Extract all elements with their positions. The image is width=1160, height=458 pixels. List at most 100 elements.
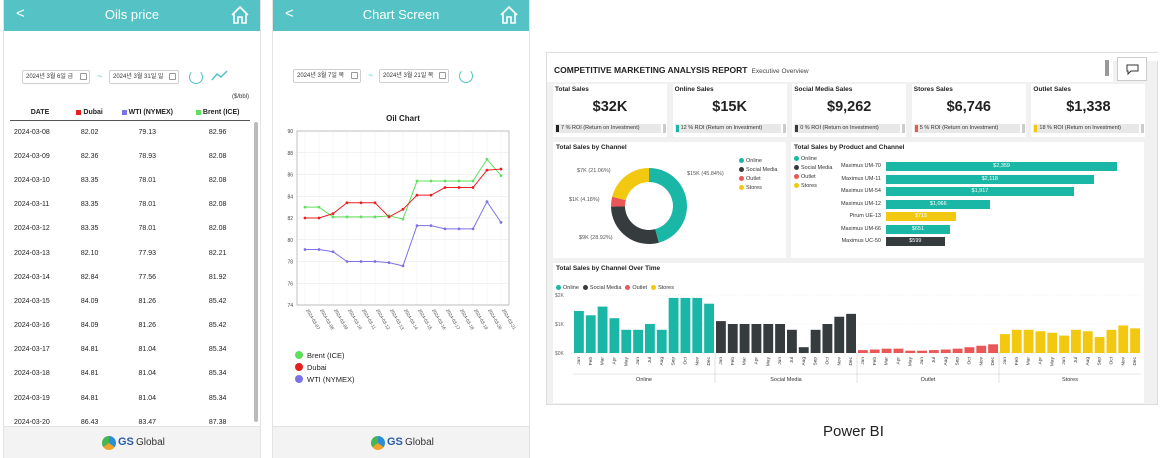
month-label: Apr bbox=[895, 357, 901, 365]
column-bar bbox=[716, 321, 726, 353]
legend-dot bbox=[295, 363, 303, 371]
roi-text: 0 % ROI (Return on Investment) bbox=[800, 125, 879, 131]
column-bar bbox=[645, 324, 655, 353]
y-tick-label: 84 bbox=[287, 194, 293, 200]
data-point bbox=[303, 205, 307, 209]
cell-date: 2024-03-13 bbox=[14, 249, 50, 257]
screen-title: Chart Screen bbox=[362, 7, 440, 22]
data-point bbox=[499, 174, 503, 177]
data-point bbox=[303, 248, 307, 251]
legend-item: Social Media bbox=[582, 285, 621, 291]
end-date-picker[interactable]: 2024년 3월 21일 목 bbox=[379, 69, 449, 83]
comment-button[interactable] bbox=[1117, 57, 1147, 81]
roi-text: 18 % ROI (Return on Investment) bbox=[1039, 125, 1122, 131]
month-label: May bbox=[765, 356, 771, 366]
data-point bbox=[401, 264, 405, 268]
end-date-picker[interactable]: 2024년 3월 31일 일 bbox=[109, 70, 179, 84]
calendar-icon bbox=[169, 73, 176, 80]
group-label: Online bbox=[636, 377, 652, 383]
cell-date: 2024-03-17 bbox=[14, 346, 50, 354]
data-point bbox=[373, 201, 377, 205]
cell-dubai: 86.43 bbox=[80, 418, 99, 426]
month-label: Dec bbox=[990, 356, 996, 365]
kpi-title: Total Sales bbox=[555, 86, 589, 93]
powerbi-dashboard: COMPETITIVE MARKETING ANALYSIS REPORT Exe… bbox=[546, 52, 1159, 405]
month-label: Mar bbox=[600, 357, 606, 366]
legend-item: Stores bbox=[739, 185, 778, 191]
refresh-icon[interactable] bbox=[189, 70, 203, 84]
title-scrollbar[interactable] bbox=[1105, 60, 1109, 76]
month-label: May bbox=[1049, 356, 1055, 366]
y-tick-label: $0K bbox=[555, 351, 565, 357]
start-date-picker[interactable]: 2024년 3월 6일 금 bbox=[22, 70, 90, 84]
month-label: Jul bbox=[789, 357, 795, 363]
start-date-picker[interactable]: 2024년 3월 7일 목 bbox=[293, 69, 361, 83]
chart-screen: < Chart Screen 2024년 3월 7일 목 ~ 2024년 3월 … bbox=[272, 0, 530, 458]
refresh-icon[interactable] bbox=[459, 69, 473, 83]
column-bar bbox=[952, 348, 963, 353]
legend-dot bbox=[739, 158, 744, 164]
legend-label: Brent (ICE) bbox=[307, 351, 345, 360]
product-bar: $2,359 bbox=[886, 162, 1118, 171]
cell-date: 2024-03-10 bbox=[14, 176, 50, 184]
social-data-label: $9K (28.92%) bbox=[579, 235, 613, 241]
data-point bbox=[457, 179, 461, 183]
category-label: Maximus UC-50 bbox=[841, 238, 881, 244]
table-row: 2024-03-08 82.02 79.13 82.96 bbox=[10, 120, 250, 144]
y-tick-label: 74 bbox=[287, 303, 293, 309]
column-bar bbox=[976, 345, 987, 353]
y-tick-label: 78 bbox=[287, 260, 293, 266]
product-bar: $599 bbox=[886, 237, 945, 246]
home-icon[interactable] bbox=[499, 5, 519, 25]
channel-column-chart: $0K $1K $2K Jan Feb Mar Apr May Jun Jul Aug Sep Oct N… bbox=[555, 293, 1141, 383]
roi-text: 12 % ROI (Return on Investment) bbox=[680, 125, 763, 131]
month-label: Sep bbox=[1097, 357, 1103, 366]
data-point bbox=[471, 186, 475, 189]
column-bar bbox=[846, 313, 856, 353]
y-tick-label: 76 bbox=[287, 281, 293, 287]
data-point bbox=[429, 193, 433, 197]
back-arrow-icon[interactable]: < bbox=[16, 5, 25, 22]
data-point bbox=[443, 186, 447, 189]
roi-bar: 12 % ROI (Return on Investment) bbox=[674, 124, 781, 133]
data-point bbox=[429, 224, 433, 228]
kpi-value: $15K bbox=[712, 99, 747, 115]
month-label: Feb bbox=[588, 357, 594, 366]
roi-bar: 0 % ROI (Return on Investment) bbox=[794, 124, 901, 133]
data-point bbox=[485, 200, 489, 204]
table-row: 2024-03-15 84.09 81.26 85.42 bbox=[10, 289, 250, 313]
legend-label: Social Media bbox=[746, 167, 778, 173]
column-bar bbox=[929, 350, 939, 353]
logo-gs: GS bbox=[118, 436, 134, 448]
home-icon[interactable] bbox=[230, 5, 250, 25]
column-bar bbox=[964, 347, 975, 353]
column-bar bbox=[1094, 337, 1105, 353]
month-label: Nov bbox=[694, 356, 700, 365]
table-row: 2024-03-10 83.35 78.01 82.08 bbox=[10, 168, 250, 192]
data-point bbox=[359, 260, 363, 263]
legend-label: WTI (NYMEX) bbox=[307, 375, 355, 384]
card-scroll-indicator bbox=[902, 124, 906, 133]
back-arrow-icon[interactable]: < bbox=[285, 5, 294, 22]
month-label: Jan bbox=[576, 357, 582, 365]
column-bar bbox=[858, 350, 868, 353]
cell-date: 2024-03-15 bbox=[14, 297, 50, 305]
legend-label: Stores bbox=[746, 185, 762, 191]
month-label: Dec bbox=[1132, 356, 1138, 365]
column-bar bbox=[751, 324, 762, 353]
col-dubai-label: Dubai bbox=[83, 109, 103, 117]
data-point bbox=[331, 215, 335, 219]
cell-brent: 82.96 bbox=[208, 128, 227, 136]
month-label: Feb bbox=[872, 357, 878, 366]
category-label: Maximus UM-54 bbox=[840, 188, 881, 194]
group-label: Social Media bbox=[770, 377, 802, 383]
cell-dubai: 83.35 bbox=[80, 225, 99, 233]
plot-area bbox=[296, 130, 510, 306]
top-strip bbox=[547, 53, 1159, 61]
roi-text: 5 % ROI (Return on Investment) bbox=[919, 125, 999, 131]
table-scrollbar[interactable] bbox=[254, 122, 258, 422]
product-legend: Online Social Media Outlet Stores bbox=[794, 156, 833, 192]
y-tick-label: $1K bbox=[555, 322, 565, 328]
chart-icon[interactable] bbox=[211, 70, 229, 82]
column-bar bbox=[1118, 325, 1129, 353]
